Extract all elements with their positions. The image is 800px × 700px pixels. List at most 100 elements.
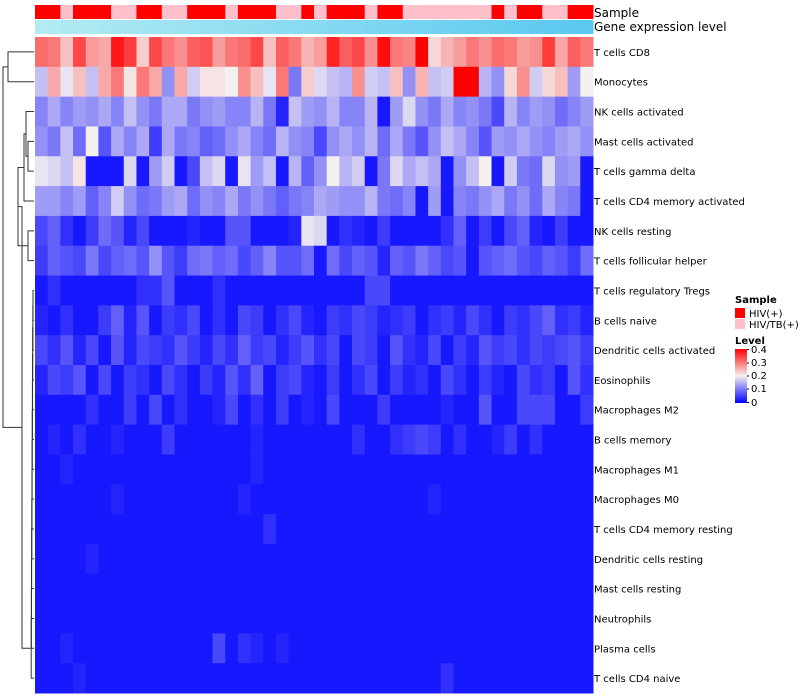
- heatmap-cell: [111, 573, 125, 605]
- heatmap-cell: [212, 543, 226, 575]
- heatmap-cell: [453, 305, 467, 336]
- heatmap-cell: [428, 186, 442, 217]
- heatmap-cell: [73, 603, 87, 634]
- level-cell: [47, 20, 61, 34]
- level-cell: [301, 20, 315, 34]
- heatmap-cell: [364, 663, 378, 694]
- heatmap-cell: [275, 305, 290, 336]
- row-label: Eosinophils: [594, 376, 650, 387]
- row-label: Mast cells resting: [594, 585, 681, 596]
- heatmap-cell: [275, 394, 290, 426]
- heatmap-cell: [352, 365, 366, 396]
- heatmap-cell: [237, 245, 252, 277]
- heatmap-cell: [428, 603, 442, 634]
- heatmap-cell: [516, 424, 531, 455]
- heatmap-cell: [339, 514, 353, 545]
- legend-sample-title: Sample: [735, 295, 777, 306]
- heatmap-cell: [301, 96, 315, 127]
- heatmap-cell: [98, 633, 112, 664]
- heatmap-cell: [60, 543, 74, 575]
- heatmap-cell: [60, 514, 74, 545]
- heatmap-cell: [47, 245, 61, 277]
- heatmap-cell: [491, 424, 505, 455]
- heatmap-cell: [199, 335, 214, 366]
- heatmap-cell: [35, 365, 49, 396]
- sample-cell: [440, 5, 454, 19]
- heatmap-cell: [263, 543, 277, 575]
- sample-cell: [529, 5, 543, 19]
- heatmap-cell: [529, 365, 543, 396]
- heatmap-cell: [453, 96, 467, 127]
- heatmap-cell: [275, 454, 290, 485]
- heatmap-cell: [250, 543, 264, 575]
- heatmap-cell: [212, 603, 226, 634]
- heatmap-cell: [47, 186, 61, 217]
- heatmap-cell: [516, 543, 531, 575]
- heatmap-cell: [47, 573, 61, 605]
- heatmap-cell: [516, 215, 531, 247]
- heatmap-cell: [174, 335, 188, 366]
- heatmap-cell: [35, 275, 49, 306]
- heatmap-cell: [352, 66, 366, 98]
- heatmap-cell: [466, 66, 480, 98]
- heatmap-cell: [123, 186, 137, 217]
- heatmap-cell: [326, 603, 340, 634]
- heatmap-cell: [98, 424, 112, 455]
- heatmap-cell: [326, 484, 340, 515]
- heatmap-cell: [415, 633, 429, 664]
- heatmap-cell: [288, 186, 302, 217]
- heatmap-cell: [199, 424, 214, 455]
- sample-cell: [60, 5, 74, 19]
- heatmap-cell: [136, 424, 150, 455]
- heatmap-cell: [352, 126, 366, 157]
- heatmap-cell: [263, 633, 277, 664]
- heatmap-cell: [174, 186, 188, 217]
- row-labels: T cells CD8 Monocytes NK cells activated Ma…: [593, 48, 745, 685]
- heatmap-cell: [288, 543, 302, 575]
- heatmap-cell: [199, 96, 214, 127]
- heatmap-cell: [580, 96, 594, 127]
- heatmap-cell: [516, 663, 531, 694]
- heatmap-cell: [339, 394, 353, 426]
- heatmap-cell: [35, 215, 49, 247]
- heatmap-cell: [225, 37, 239, 68]
- heatmap-cell: [390, 305, 404, 336]
- sample-cell: [98, 5, 112, 19]
- sample-cell: [123, 5, 137, 19]
- heatmap-cell: [453, 633, 467, 664]
- heatmap-cell: [478, 215, 493, 247]
- heatmap-cell: [453, 215, 467, 247]
- level-cell: [516, 20, 531, 34]
- heatmap-cell: [516, 365, 531, 396]
- heatmap-cell: [491, 245, 505, 277]
- dendrogram-branch: [27, 140, 34, 172]
- heatmap-cell: [187, 275, 201, 306]
- heatmap-cell: [199, 126, 214, 157]
- heatmap-cell: [554, 215, 569, 247]
- heatmap-cell: [73, 543, 87, 575]
- heatmap-cell: [225, 66, 239, 98]
- heatmap-cell: [60, 663, 74, 694]
- heatmap-cell: [111, 633, 125, 664]
- heatmap-cell: [123, 514, 137, 545]
- heatmap-cell: [275, 424, 290, 455]
- heatmap-cell: [580, 454, 594, 485]
- heatmap-cell: [377, 66, 391, 98]
- heatmap-cell: [123, 335, 137, 366]
- heatmap-cell: [85, 394, 99, 426]
- heatmap-cell: [73, 66, 87, 98]
- heatmap-cell: [542, 514, 556, 545]
- level-cell: [440, 20, 454, 34]
- heatmap-cell: [288, 126, 302, 157]
- heatmap-cell: [263, 126, 277, 157]
- sample-cell: [85, 5, 99, 19]
- heatmap-cell: [314, 663, 328, 694]
- heatmap-cell: [225, 275, 239, 306]
- heatmap-cell: [415, 335, 429, 366]
- heatmap-cell: [237, 543, 252, 575]
- heatmap-cell: [85, 603, 99, 634]
- heatmap-cell: [364, 96, 378, 127]
- heatmap-cell: [554, 275, 569, 306]
- heatmap-cell: [567, 663, 581, 694]
